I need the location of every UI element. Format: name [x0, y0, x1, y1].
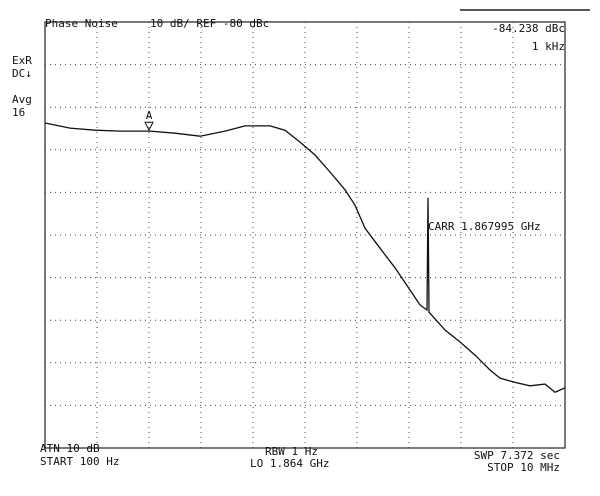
side-label: Avg [12, 93, 32, 106]
footer-label: SWP 7.372 sec [474, 449, 560, 462]
title: Phase Noise [45, 17, 118, 30]
footer-label: STOP 10 MHz [487, 461, 560, 474]
side-label: 16 [12, 106, 25, 119]
footer-label: LO 1.864 GHz [250, 457, 329, 470]
marker-offset: 1 kHz [532, 40, 565, 53]
scale-label: 10 dB/ REF -80 dBc [150, 17, 269, 30]
footer-label: START 100 Hz [40, 455, 119, 468]
side-label: DC↓ [12, 67, 32, 80]
footer-label: ATN 10 dB [40, 442, 100, 455]
marker-readout: -84.238 dBc [492, 22, 565, 35]
marker [144, 121, 154, 132]
carrier-label: CARR 1.867995 GHz [428, 220, 541, 233]
side-label: ExR [12, 54, 32, 67]
trace [44, 122, 566, 393]
marker-label: A [146, 109, 153, 122]
footer-label: RBW 1 Hz [265, 445, 318, 458]
